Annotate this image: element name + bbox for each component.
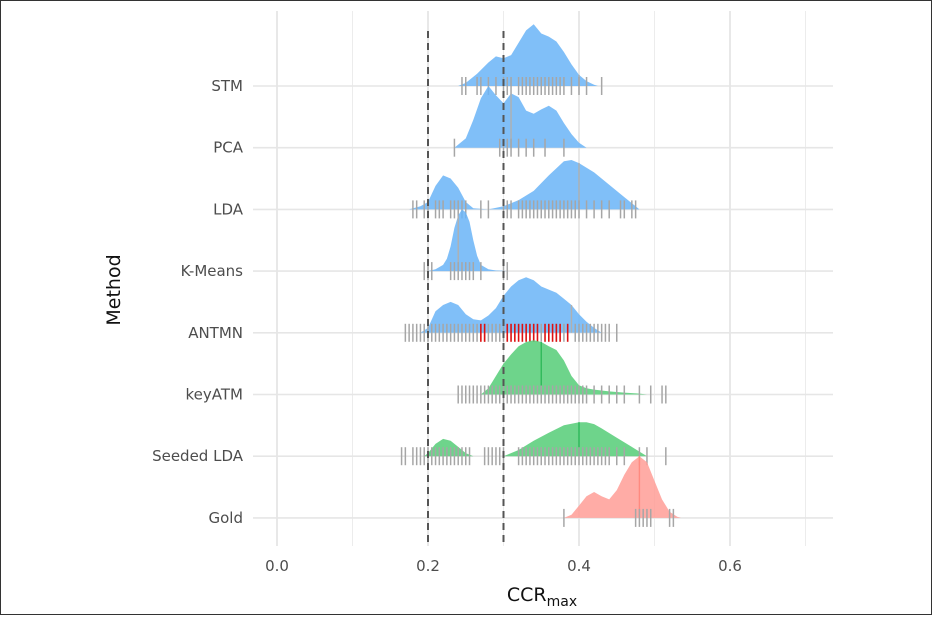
x-tick-labels: 0.0 0.2 0.4 0.6	[265, 557, 742, 575]
y-tick-labels: STM PCA LDA K-Means ANTMN keyATM Seeded LDA Gol…	[152, 77, 244, 527]
x-tick-label: 0.4	[567, 557, 591, 575]
y-tick-label: Seeded LDA	[152, 447, 244, 465]
density-area	[458, 24, 598, 86]
density-area	[428, 209, 508, 272]
density-area	[563, 456, 681, 518]
x-tick-label: 0.6	[718, 557, 742, 575]
ridge-k-means	[423, 209, 509, 281]
ridge-keyatm	[457, 340, 667, 404]
y-tick-label: keyATM	[186, 386, 243, 404]
y-tick-label: ANTMN	[188, 324, 243, 342]
y-tick-label: STM	[211, 77, 243, 95]
y-tick-label: Gold	[209, 509, 244, 527]
x-axis-title: CCRmax	[507, 584, 577, 610]
ridges-layer	[400, 24, 681, 527]
y-tick-label: LDA	[213, 200, 244, 218]
ridge-pca	[453, 85, 587, 157]
x-tick-label: 0.2	[416, 557, 440, 575]
y-axis-title: Method	[103, 254, 125, 325]
density-area	[409, 160, 640, 210]
x-axis-title-subscript: max	[547, 594, 578, 610]
ridge-antmn	[404, 277, 618, 342]
ridge-lda	[409, 160, 640, 219]
y-tick-label: K-Means	[181, 262, 244, 280]
density-area	[420, 277, 602, 333]
density-area	[480, 340, 647, 395]
x-tick-label: 0.0	[265, 557, 289, 575]
y-tick-label: PCA	[213, 139, 244, 157]
ridge-stm	[458, 24, 603, 95]
ridge-gold	[563, 456, 681, 527]
reference-lines-layer	[427, 31, 505, 546]
density-area	[424, 422, 647, 457]
density-area	[454, 85, 587, 148]
ridge-seeded-lda	[400, 422, 667, 466]
grid-layer	[253, 11, 833, 546]
x-axis-title-main: CCR	[507, 584, 547, 606]
